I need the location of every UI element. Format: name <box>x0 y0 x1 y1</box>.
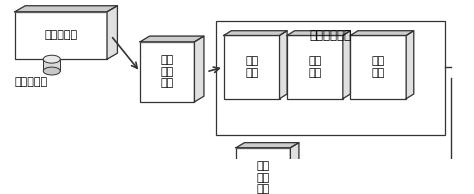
Text: 信号
采集
模块: 信号 采集 模块 <box>161 55 174 88</box>
Bar <box>236 148 291 194</box>
Polygon shape <box>236 143 299 148</box>
Bar <box>43 59 60 71</box>
Polygon shape <box>343 31 350 99</box>
Polygon shape <box>291 143 299 194</box>
Text: 显示
输出
模块: 显示 输出 模块 <box>256 161 270 194</box>
Text: 振动传感器: 振动传感器 <box>15 77 48 87</box>
Polygon shape <box>194 36 204 102</box>
Text: 故障
判别: 故障 判别 <box>372 56 385 78</box>
Text: 频谱
分析: 频谱 分析 <box>245 56 258 78</box>
Text: 特征
提取: 特征 提取 <box>309 56 321 78</box>
Ellipse shape <box>43 55 60 63</box>
Text: 电力变压器: 电力变压器 <box>45 30 78 41</box>
Text: 计算处理模块: 计算处理模块 <box>310 29 351 42</box>
Polygon shape <box>287 31 350 36</box>
Polygon shape <box>15 6 118 12</box>
Bar <box>287 36 343 99</box>
Bar <box>216 21 445 135</box>
Ellipse shape <box>43 67 60 75</box>
Polygon shape <box>224 31 287 36</box>
Bar <box>224 36 280 99</box>
Polygon shape <box>350 31 414 36</box>
Polygon shape <box>280 31 287 99</box>
Polygon shape <box>107 6 118 59</box>
Polygon shape <box>406 31 414 99</box>
Polygon shape <box>140 36 204 42</box>
Bar <box>140 42 194 102</box>
Bar <box>15 12 107 59</box>
Bar <box>350 36 406 99</box>
